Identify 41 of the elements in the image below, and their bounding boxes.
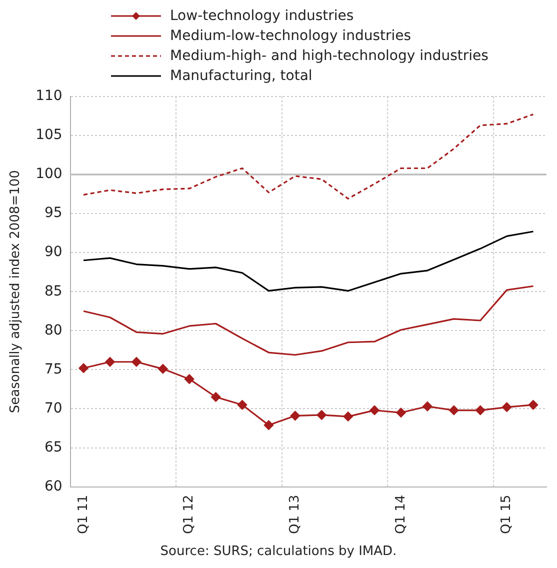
- point: [237, 400, 248, 410]
- y-tick-label: 100: [36, 166, 62, 182]
- legend-label: Low-technology industries: [170, 8, 354, 24]
- point: [422, 402, 432, 412]
- y-tick-label: 70: [44, 400, 62, 416]
- y-tick-label: 60: [44, 478, 62, 494]
- y-tick-label: 75: [44, 361, 62, 378]
- point: [184, 374, 194, 384]
- x-tick-label: Q1 12: [182, 494, 197, 534]
- point: [105, 357, 115, 367]
- point: [343, 412, 353, 422]
- y-tick-label: 65: [44, 439, 62, 456]
- point: [396, 408, 406, 418]
- point: [502, 402, 512, 412]
- x-tick-label: Q1 15: [499, 494, 514, 534]
- x-tick-label: Q1 11: [76, 494, 91, 534]
- y-tick-label: 105: [36, 127, 62, 144]
- x-tick-label: Q1 13: [288, 494, 303, 534]
- point: [290, 410, 300, 421]
- y-tick-label: 90: [44, 244, 62, 260]
- y-tick-label: 85: [44, 283, 62, 300]
- point: [264, 420, 274, 430]
- legend-label: Manufacturing, total: [170, 68, 312, 84]
- point: [528, 400, 538, 410]
- y-tick-label: 95: [44, 205, 62, 222]
- source-note: Source: SURS; calculations by IMAD.: [159, 544, 398, 559]
- point: [158, 364, 168, 374]
- legend-label: Medium-high- and high-technology industries: [170, 48, 488, 64]
- y-tick-label: 80: [44, 322, 62, 338]
- y-tick-label: 110: [36, 88, 62, 104]
- point: [449, 406, 459, 416]
- point: [476, 406, 486, 416]
- point: [211, 392, 221, 402]
- point: [370, 406, 380, 416]
- legend-label: Medium-low-technology industries: [170, 28, 412, 44]
- point: [316, 410, 326, 420]
- point: [78, 363, 88, 373]
- line-series: [82, 114, 534, 200]
- y-axis-title: Seasonally adjusted index 2008=100: [8, 170, 24, 414]
- x-tick-label: Q1 14: [393, 494, 408, 534]
- point: [132, 357, 142, 367]
